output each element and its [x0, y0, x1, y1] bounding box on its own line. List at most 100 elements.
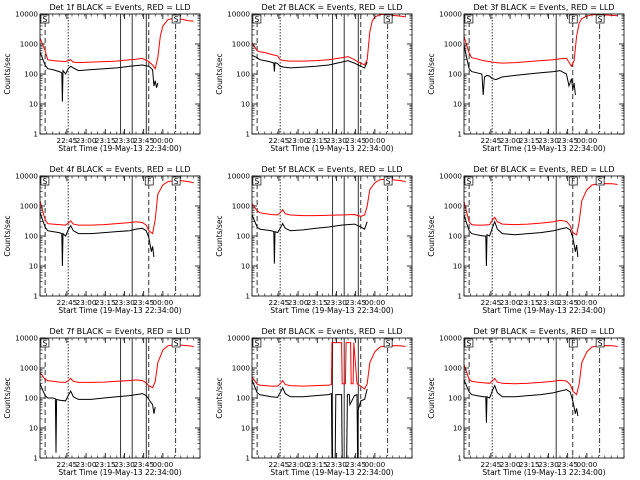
panel-1: Det 1f BLACK = Events, RED = LLD 1 10 100 10… [3, 3, 201, 153]
panel-title: Det 7f BLACK = Events, RED = LLD [49, 327, 190, 336]
plot-area [40, 14, 194, 134]
y-tick-label: 100 [236, 70, 250, 79]
lld-series-line [252, 342, 406, 390]
x-axis-label: Start Time (19-May-13 22:34:00) [270, 468, 393, 477]
x-tick-label: 22:45 [481, 460, 502, 469]
lld-series-line [252, 14, 406, 66]
x-tick-label: 23:30 [326, 136, 347, 145]
y-tick-label: 10000 [439, 334, 462, 343]
y-tick-label: 100 [24, 70, 38, 79]
y-tick-label: 10 [29, 262, 39, 271]
y-tick-label: 1000 [444, 202, 463, 211]
y-tick-label: 1000 [20, 202, 39, 211]
panel-9: Det 9f BLACK = Events, RED = LLD 1 10 100 10… [427, 327, 625, 477]
x-tick-label: 22:45 [57, 460, 78, 469]
annotation-box [464, 338, 474, 348]
annotation-box [568, 14, 578, 24]
y-axis-label: Counts/sec [427, 215, 436, 256]
y-tick-label: 100 [448, 70, 462, 79]
x-tick-label: 22:45 [57, 136, 78, 145]
x-tick-label: 23:15 [307, 298, 328, 307]
annotation-label: F [571, 177, 575, 186]
x-tick-label: 23:00 [288, 298, 309, 307]
annotation-box [171, 176, 181, 186]
x-tick-label: 23:45 [133, 136, 154, 145]
y-axis-label: Counts/sec [3, 53, 12, 94]
events-series-line [252, 214, 368, 264]
events-series-line [464, 45, 576, 96]
y-tick-label: 100 [24, 394, 38, 403]
annotation-label: F [147, 177, 151, 186]
x-axis-label: Start Time (19-May-13 22:34:00) [270, 144, 393, 153]
x-tick-label: 23:00 [500, 298, 521, 307]
y-tick-label: 1000 [444, 364, 463, 373]
annotation-label: S [255, 15, 260, 24]
y-axis-label: Counts/sec [215, 377, 224, 418]
x-tick-label: 23:45 [345, 460, 366, 469]
plot-area [40, 338, 194, 458]
y-tick-label: 1000 [232, 202, 251, 211]
panel-2: Det 2f BLACK = Events, RED = LLD 1 10 100 10… [215, 3, 413, 153]
panel-title: Det 1f BLACK = Events, RED = LLD [49, 3, 190, 12]
annotation-box [144, 176, 154, 186]
panel-6: Det 6f BLACK = Events, RED = LLD 1 10 100 10… [427, 165, 625, 315]
panel-title: Det 9f BLACK = Events, RED = LLD [473, 327, 614, 336]
y-tick-label: 1000 [232, 40, 251, 49]
x-tick-label: 23:45 [345, 136, 366, 145]
annotation-label: F [571, 15, 575, 24]
y-axis-label: Counts/sec [3, 215, 12, 256]
y-axis-label: Counts/sec [215, 53, 224, 94]
x-tick-label: 23:45 [345, 298, 366, 307]
x-tick-label: 23:45 [557, 298, 578, 307]
y-axis-label: Counts/sec [427, 53, 436, 94]
x-tick-label: 23:00 [76, 460, 97, 469]
x-tick-label: 22:45 [269, 298, 290, 307]
y-tick-label: 100 [448, 394, 462, 403]
y-axis-label: Counts/sec [215, 215, 224, 256]
y-tick-label: 10000 [227, 10, 250, 19]
panel-title: Det 4f BLACK = Events, RED = LLD [49, 165, 190, 174]
annotation-box [464, 176, 474, 186]
events-series-line [40, 212, 155, 267]
annotation-label: S [598, 15, 603, 24]
x-tick-label: 00:00 [365, 298, 386, 307]
x-axis-label: Start Time (19-May-13 22:34:00) [482, 306, 605, 315]
y-tick-label: 1000 [444, 40, 463, 49]
x-tick-label: 23:15 [519, 298, 540, 307]
lld-series-line [464, 345, 618, 396]
y-tick-label: 10 [241, 100, 251, 109]
x-tick-label: 00:00 [365, 460, 386, 469]
x-axis-label: Start Time (19-May-13 22:34:00) [58, 306, 181, 315]
plot-area [252, 14, 406, 134]
events-series-line [40, 383, 156, 453]
annotation-label: S [174, 177, 179, 186]
panel-title: Det 3f BLACK = Events, RED = LLD [473, 3, 614, 12]
y-tick-label: 100 [24, 232, 38, 241]
y-tick-label: 100 [236, 232, 250, 241]
annotation-label: S [43, 15, 48, 24]
y-tick-label: 10 [29, 424, 39, 433]
y-axis-label: Counts/sec [427, 377, 436, 418]
annotation-box [40, 176, 50, 186]
y-tick-label: 100 [236, 394, 250, 403]
y-tick-label: 10000 [439, 10, 462, 19]
x-tick-label: 23:45 [133, 460, 154, 469]
lld-series-line [40, 344, 194, 389]
panel-title: Det 2f BLACK = Events, RED = LLD [261, 3, 402, 12]
annotation-box [252, 176, 262, 186]
annotation-label: S [467, 177, 472, 186]
lld-series-line [464, 183, 618, 236]
y-tick-label: 10 [241, 424, 251, 433]
plot-area [252, 176, 406, 296]
x-tick-label: 22:45 [481, 298, 502, 307]
x-tick-label: 00:00 [577, 136, 598, 145]
panel-title: Det 6f BLACK = Events, RED = LLD [473, 165, 614, 174]
y-tick-label: 10000 [15, 334, 38, 343]
lld-series-line [40, 180, 194, 235]
annotation-box [464, 14, 474, 24]
x-tick-label: 23:15 [95, 136, 116, 145]
annotation-label: S [467, 339, 472, 348]
panel-7: Det 7f BLACK = Events, RED = LLD 1 10 100 10… [3, 327, 201, 477]
y-tick-label: 1 [33, 454, 38, 463]
